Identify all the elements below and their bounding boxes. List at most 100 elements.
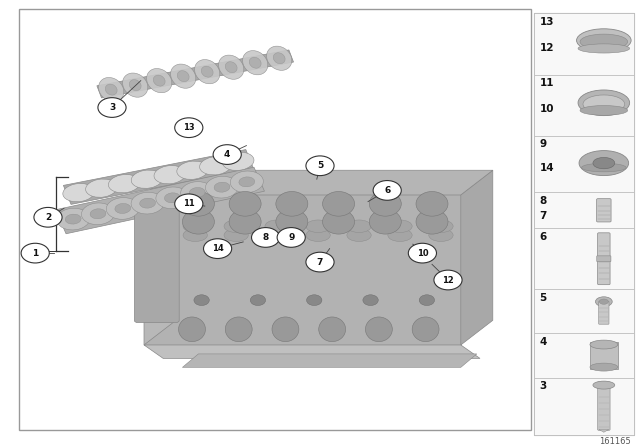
FancyBboxPatch shape	[534, 289, 634, 333]
Ellipse shape	[267, 46, 292, 70]
Ellipse shape	[105, 84, 117, 95]
Text: 1: 1	[32, 249, 38, 258]
Ellipse shape	[171, 64, 196, 88]
Ellipse shape	[578, 44, 630, 53]
Polygon shape	[599, 430, 609, 432]
Ellipse shape	[249, 57, 261, 68]
Ellipse shape	[154, 166, 186, 184]
Ellipse shape	[276, 192, 308, 216]
Ellipse shape	[182, 210, 214, 234]
Circle shape	[250, 295, 266, 306]
Text: 3: 3	[109, 103, 115, 112]
Ellipse shape	[65, 214, 81, 224]
Text: 14: 14	[540, 163, 554, 173]
Ellipse shape	[579, 151, 628, 176]
Ellipse shape	[429, 229, 453, 241]
Ellipse shape	[229, 210, 261, 234]
Ellipse shape	[140, 198, 156, 208]
Ellipse shape	[183, 220, 207, 233]
Circle shape	[306, 252, 334, 272]
Text: 7: 7	[317, 258, 323, 267]
Text: 4: 4	[224, 150, 230, 159]
Ellipse shape	[323, 210, 355, 234]
Circle shape	[194, 295, 209, 306]
Ellipse shape	[200, 157, 231, 175]
Ellipse shape	[156, 187, 189, 209]
FancyBboxPatch shape	[598, 233, 610, 284]
Polygon shape	[56, 167, 264, 234]
Text: 6: 6	[540, 232, 547, 242]
FancyBboxPatch shape	[534, 193, 634, 228]
Text: 9: 9	[540, 139, 547, 149]
Ellipse shape	[416, 210, 448, 234]
Ellipse shape	[177, 161, 209, 179]
Circle shape	[307, 295, 322, 306]
Ellipse shape	[183, 229, 207, 241]
Ellipse shape	[273, 53, 285, 64]
FancyBboxPatch shape	[598, 382, 610, 431]
Text: 11: 11	[540, 78, 554, 88]
Ellipse shape	[369, 210, 401, 234]
Text: 12: 12	[442, 276, 454, 284]
FancyBboxPatch shape	[534, 136, 634, 193]
Polygon shape	[144, 170, 176, 345]
Ellipse shape	[416, 192, 448, 216]
Ellipse shape	[306, 229, 330, 241]
Circle shape	[277, 228, 305, 247]
Polygon shape	[144, 170, 493, 195]
Ellipse shape	[225, 317, 252, 341]
Polygon shape	[97, 50, 294, 98]
Ellipse shape	[578, 90, 630, 116]
Ellipse shape	[219, 55, 244, 79]
Circle shape	[434, 270, 462, 290]
Ellipse shape	[224, 220, 248, 233]
Ellipse shape	[115, 203, 131, 213]
Ellipse shape	[229, 192, 261, 216]
FancyBboxPatch shape	[534, 74, 634, 136]
Ellipse shape	[57, 208, 90, 230]
Ellipse shape	[182, 192, 214, 216]
Circle shape	[175, 118, 203, 138]
Text: 11: 11	[183, 199, 195, 208]
Ellipse shape	[306, 220, 330, 233]
Ellipse shape	[590, 363, 618, 371]
Ellipse shape	[388, 220, 412, 233]
Ellipse shape	[205, 177, 239, 198]
Circle shape	[363, 295, 378, 306]
Text: 13: 13	[183, 123, 195, 132]
Ellipse shape	[239, 177, 255, 187]
FancyBboxPatch shape	[534, 228, 634, 289]
Ellipse shape	[106, 198, 140, 219]
Text: 10: 10	[540, 104, 554, 114]
Text: 13: 13	[540, 17, 554, 27]
Circle shape	[21, 243, 49, 263]
Ellipse shape	[265, 229, 289, 241]
Ellipse shape	[583, 95, 625, 113]
Polygon shape	[144, 195, 461, 345]
Ellipse shape	[593, 381, 615, 389]
Ellipse shape	[595, 297, 612, 306]
Ellipse shape	[577, 29, 631, 52]
FancyBboxPatch shape	[19, 9, 531, 430]
Text: 6: 6	[384, 186, 390, 195]
Text: 7: 7	[540, 211, 547, 221]
Ellipse shape	[580, 106, 628, 115]
Text: 12: 12	[540, 43, 554, 53]
Circle shape	[306, 156, 334, 176]
Ellipse shape	[412, 317, 439, 341]
Ellipse shape	[81, 203, 115, 224]
Ellipse shape	[164, 193, 180, 203]
FancyBboxPatch shape	[596, 198, 611, 222]
Ellipse shape	[388, 229, 412, 241]
Ellipse shape	[147, 69, 172, 93]
Ellipse shape	[272, 317, 299, 341]
Ellipse shape	[189, 188, 205, 198]
Ellipse shape	[214, 182, 230, 192]
Text: 8: 8	[540, 196, 547, 206]
Ellipse shape	[580, 34, 628, 49]
Ellipse shape	[265, 220, 289, 233]
Ellipse shape	[108, 175, 140, 193]
Polygon shape	[182, 354, 477, 367]
Text: 5: 5	[540, 293, 547, 303]
Circle shape	[408, 243, 436, 263]
